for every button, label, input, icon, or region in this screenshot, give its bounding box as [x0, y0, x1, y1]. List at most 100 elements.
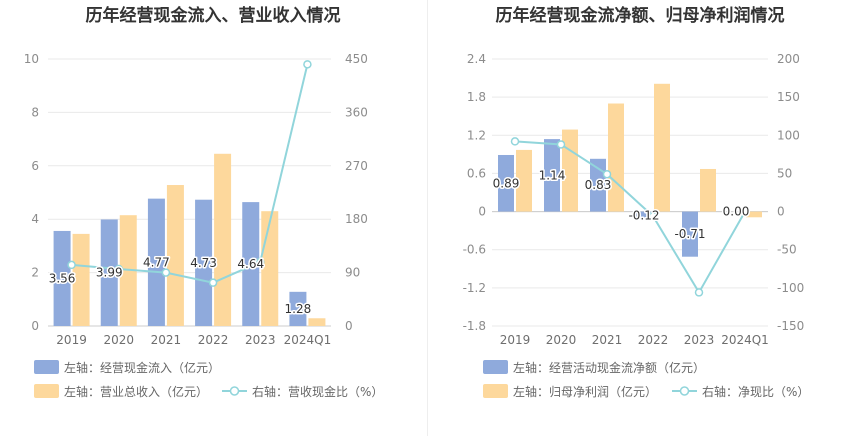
- series-1-bar-2019: [53, 230, 71, 326]
- data-label-2023: -0.71: [674, 227, 705, 241]
- legend-label: 左轴：归母净利润（亿元）: [513, 384, 657, 399]
- x-tick-label-2024q1: 2024Q1: [721, 333, 769, 347]
- x-tick-label-2021: 2021: [151, 333, 182, 347]
- legend-item-series-3[interactable]: 右轴：营收现金比（%）: [222, 384, 383, 399]
- data-label-2021: 0.83: [585, 178, 612, 192]
- series-3-point-2023: [256, 257, 265, 267]
- legend-label: 左轴：经营现金流入（亿元）: [64, 360, 220, 375]
- y-left-tick-label: 6: [31, 159, 39, 173]
- legend-swatch-bar: [34, 384, 59, 398]
- legend: 左轴：经营活动现金流净额（亿元） 左轴：归母净利润（亿元） 右轴：净现比（%）: [483, 360, 809, 399]
- chart-title: 历年经营现金流入、营业收入情况: [86, 5, 341, 26]
- data-label-2019: 3.56: [49, 271, 76, 285]
- legend-swatch-bar: [34, 360, 59, 374]
- y-right-tick-label: 0: [345, 319, 353, 333]
- legend-swatch-marker: [679, 386, 690, 396]
- y-right-tick-label: 50: [777, 166, 792, 180]
- x-tick-label-2019: 2019: [56, 333, 87, 347]
- legend-item-series-1[interactable]: 左轴：经营活动现金流净额（亿元）: [483, 360, 705, 375]
- data-label-2020: 1.14: [539, 168, 566, 182]
- data-label-2024q1: 0.00: [723, 205, 750, 219]
- series-1-bar-2023: [242, 202, 260, 326]
- y-right-tick-label: -150: [777, 319, 804, 333]
- x-tick-label-2020: 2020: [546, 333, 577, 347]
- series-1-bar-2022: [636, 211, 652, 220]
- plot-area: 0 2 4 6 8 10 0 90 180 270 360 450 2019 2020 2021 2022 20…: [24, 52, 368, 347]
- series-3-point-2022: [648, 211, 658, 221]
- y-left-tick-label: 0.6: [467, 166, 486, 180]
- x-tick-label-2020: 2020: [103, 333, 134, 347]
- series-1-bar-2023: [682, 211, 698, 257]
- legend-label: 左轴：经营活动现金流净额（亿元）: [513, 360, 705, 375]
- y-left-tick-label: 1.8: [467, 90, 486, 104]
- y-left-tick-label: 0: [478, 205, 486, 219]
- y-right-tick-label: 0: [777, 205, 785, 219]
- y-left-tick-label: 8: [31, 105, 39, 119]
- series-2-bar-2019: [72, 233, 90, 326]
- series-1-bar-2019: [498, 154, 514, 212]
- x-tick-label-2023: 2023: [245, 333, 276, 347]
- y-left-tick-label: 2.4: [467, 52, 486, 66]
- series-3-point-2024q1: [303, 60, 312, 69]
- chart-cash-inflow-revenue: 历年经营现金流入、营业收入情况 0 2 4 6 8 10 0 90 180 270 360 450 20…: [24, 5, 384, 399]
- y-right-tick-label: -100: [777, 281, 804, 295]
- legend-swatch-bar: [483, 360, 508, 374]
- y-left-tick-label: -0.6: [463, 243, 486, 257]
- series-3-point-2023: [694, 288, 704, 297]
- series-3-point-2021: [602, 169, 612, 179]
- legend-label: 右轴：净现比（%）: [702, 384, 809, 399]
- legend-label: 左轴：营业总收入（亿元）: [64, 384, 208, 399]
- x-tick-label-2022: 2022: [198, 333, 229, 347]
- series-2-bar-2022: [654, 83, 670, 212]
- series-1-bar-2021: [147, 198, 165, 326]
- data-label-2022: -0.12: [628, 208, 659, 222]
- series-2-bar-2023: [700, 168, 716, 212]
- y-right-tick-label: 450: [345, 52, 368, 66]
- legend-item-series-3[interactable]: 右轴：净现比（%）: [672, 384, 809, 399]
- legend-label: 右轴：营收现金比（%）: [252, 384, 383, 399]
- data-label-2023: 4.64: [237, 257, 264, 271]
- chart-title: 历年经营现金流净额、归母净利润情况: [496, 5, 785, 26]
- y-right-tick-label: 180: [345, 212, 368, 226]
- series-2-bar-2022: [214, 153, 232, 326]
- series-3-point-2019: [67, 260, 76, 270]
- y-left-tick-label: -1.2: [463, 281, 486, 295]
- y-left-tick-label: 10: [24, 52, 39, 66]
- y-left-tick-label: 0: [31, 319, 39, 333]
- x-tick-label-2019: 2019: [500, 333, 531, 347]
- y-left-tick-label: 4: [31, 212, 39, 226]
- series-3-point-2020: [114, 264, 123, 274]
- series-3-point-2021: [161, 268, 171, 277]
- series-2-bar-2019: [516, 149, 532, 212]
- y-right-tick-label: 90: [345, 266, 360, 280]
- y-right-tick-label: 360: [345, 105, 368, 119]
- legend-item-series-1[interactable]: 左轴：经营现金流入（亿元）: [34, 360, 220, 375]
- series-2-bar-2021: [608, 103, 624, 212]
- series-3-point-2024q1: [740, 207, 750, 216]
- series-1-bar-2020: [100, 219, 118, 326]
- y-right-tick-label: 270: [345, 159, 368, 173]
- series-2-bar-2024q1: [308, 318, 326, 326]
- series-1-bar-2024q1: [289, 291, 307, 326]
- y-right-tick-label: 200: [777, 52, 800, 66]
- chart-net-cashflow-net-profit: 历年经营现金流净额、归母净利润情况 -1.8 -1.2 -0.6 0 0.6 1.2 1.8…: [463, 5, 810, 399]
- x-tick-label-2022: 2022: [638, 333, 669, 347]
- legend-item-series-2[interactable]: 左轴：归母净利润（亿元）: [483, 384, 657, 399]
- series-3-line: [514, 140, 746, 295]
- series-2-bar-2024q1: [746, 211, 762, 218]
- y-left-tick-label: -1.8: [463, 319, 486, 333]
- plot-area: -1.8 -1.2 -0.6 0 0.6 1.2 1.8 2.4 -150 -100 -50 0 50 1…: [463, 52, 805, 347]
- series-1-bar-2022: [195, 199, 213, 326]
- y-right-tick-label: -50: [777, 243, 797, 257]
- series-3-point-2022: [208, 278, 218, 287]
- data-label-2021: 4.77: [143, 255, 170, 269]
- legend-item-series-2[interactable]: 左轴：营业总收入（亿元）: [34, 384, 208, 399]
- y-left-tick-label: 1.2: [467, 128, 486, 142]
- y-right-tick-label: 150: [777, 90, 800, 104]
- data-label-2020: 3.99: [96, 266, 123, 280]
- legend-swatch-marker: [229, 386, 240, 396]
- legend: 左轴：经营现金流入（亿元） 左轴：营业总收入（亿元） 右轴：营收现金比（%）: [34, 360, 383, 399]
- series-3-point-2019: [510, 137, 520, 146]
